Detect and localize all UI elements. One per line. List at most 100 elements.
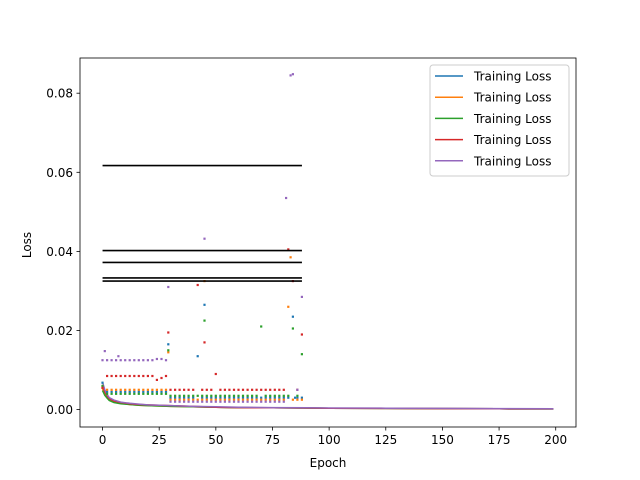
data-point (169, 394, 172, 397)
data-point (214, 398, 217, 401)
data-point (273, 398, 276, 401)
data-point (205, 388, 208, 391)
data-point (201, 398, 204, 401)
series-line-4 (101, 381, 554, 410)
data-point (291, 327, 294, 330)
x-axis-label: Epoch (310, 456, 347, 470)
data-point (101, 381, 104, 384)
data-point (282, 388, 285, 391)
x-tick-label: 175 (488, 433, 511, 447)
data-point (285, 196, 288, 200)
data-point (232, 398, 236, 401)
x-tick-label: 50 (208, 433, 223, 447)
data-point (278, 396, 281, 399)
y-tick-label: 0.06 (46, 166, 73, 180)
data-point (289, 74, 292, 77)
data-point (192, 398, 195, 401)
data-point (146, 388, 149, 391)
data-point (142, 359, 145, 362)
legend-label: Training Loss (473, 133, 551, 147)
data-point (196, 394, 199, 397)
data-point (164, 374, 168, 378)
data-point (264, 388, 267, 391)
data-point (203, 237, 206, 240)
data-point (128, 390, 131, 393)
legend-label: Training Loss (473, 91, 551, 105)
data-point (255, 396, 258, 399)
data-point (219, 396, 222, 399)
data-point (146, 392, 149, 395)
data-point (115, 390, 118, 393)
data-point (146, 359, 149, 362)
data-point (183, 398, 186, 401)
data-point (124, 390, 127, 393)
data-point (155, 392, 158, 395)
data-point (203, 319, 206, 322)
data-point (174, 394, 177, 397)
data-point (106, 374, 109, 378)
data-point (210, 396, 213, 399)
data-point (278, 388, 281, 391)
data-point (169, 396, 172, 399)
x-tick-label: 150 (431, 433, 454, 447)
data-point (237, 388, 240, 391)
data-point (300, 353, 303, 356)
data-point (287, 305, 290, 308)
data-point (174, 400, 177, 403)
legend-label: Training Loss (473, 70, 551, 84)
x-tick-label: 0 (99, 433, 107, 447)
data-point (210, 394, 213, 397)
data-point (291, 315, 294, 318)
data-point (300, 295, 303, 298)
data-point (160, 390, 163, 393)
data-point (210, 398, 213, 401)
data-point (187, 388, 190, 391)
data-point (137, 374, 140, 378)
y-tick-label: 0.04 (46, 245, 73, 259)
data-point (133, 390, 136, 393)
data-point (183, 394, 186, 397)
data-point (282, 396, 285, 399)
data-point (223, 388, 226, 391)
data-point (169, 398, 172, 401)
data-point (223, 396, 226, 399)
data-point (205, 394, 208, 397)
data-point (246, 388, 249, 391)
data-point (246, 396, 249, 399)
data-point (241, 400, 245, 403)
data-point (214, 372, 217, 376)
data-point (110, 388, 113, 391)
data-point (201, 396, 204, 399)
data-point (269, 396, 272, 399)
data-point (151, 390, 154, 393)
data-point (164, 390, 168, 393)
data-point (128, 359, 131, 362)
data-point (160, 388, 163, 391)
data-point (128, 388, 131, 391)
data-point (260, 396, 263, 399)
data-point (151, 374, 154, 378)
data-point (203, 303, 206, 306)
data-point (278, 394, 281, 397)
y-tick-label: 0.08 (46, 87, 73, 101)
data-point (219, 394, 222, 397)
data-point (151, 388, 154, 391)
y-tick-label: 0.00 (46, 403, 73, 417)
data-point (146, 374, 149, 378)
data-point (106, 392, 109, 395)
x-tick-label: 75 (265, 433, 280, 447)
data-point (278, 400, 281, 403)
data-point (106, 388, 109, 391)
data-point (291, 73, 294, 76)
data-point (196, 355, 199, 358)
data-point (124, 388, 127, 391)
data-point (251, 400, 254, 403)
data-point (196, 283, 199, 287)
data-point (119, 359, 122, 362)
data-point (155, 378, 158, 381)
data-point (174, 396, 177, 399)
data-point (115, 392, 118, 395)
data-point (192, 388, 195, 391)
data-point (300, 398, 303, 401)
data-point (237, 396, 240, 399)
